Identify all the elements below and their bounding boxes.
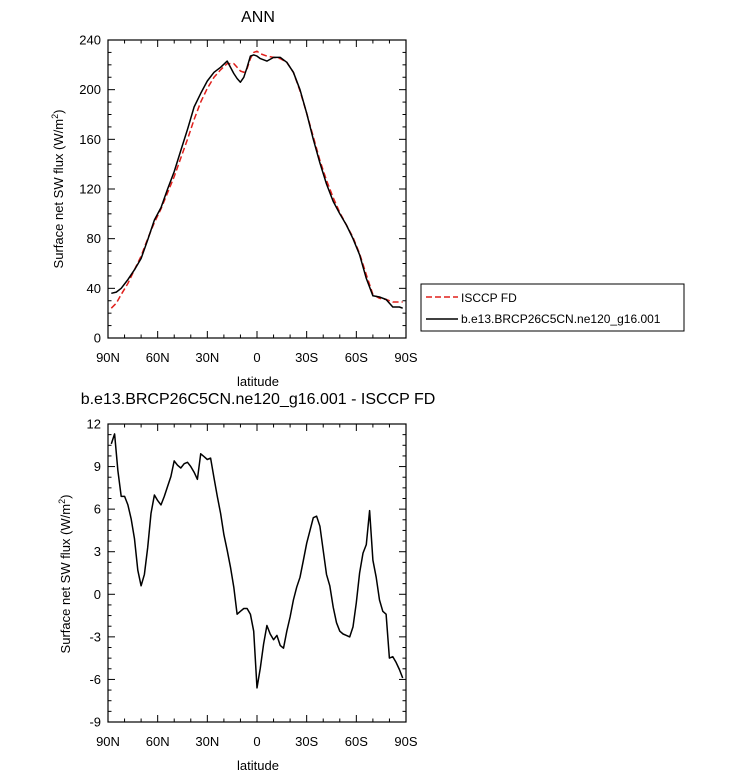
legend-label-model: b.e13.BRCP26C5CN.ne120_g16.001: [461, 312, 661, 326]
top-x-tick-label: 30S: [295, 350, 318, 365]
panel-bottom-chart: b.e13.BRCP26C5CN.ne120_g16.001 - ISCCP F…: [57, 391, 435, 773]
legend-box: [420, 283, 685, 332]
bottom-y-tick-label: 3: [94, 544, 101, 559]
top-y-tick-label: 200: [79, 82, 101, 97]
legend: ISCCP FD b.e13.BRCP26C5CN.ne120_g16.001: [420, 283, 685, 332]
bottom-y-tick-label: -9: [89, 715, 101, 730]
top-x-tick-label: 60N: [146, 350, 170, 365]
top-x-tick-label: 0: [253, 350, 260, 365]
bottom-y-tick-label: -3: [89, 629, 101, 644]
legend-label-isccp-fd: ISCCP FD: [461, 291, 517, 305]
top-series-line-1: [111, 54, 403, 309]
bottom-x-axis-label: latitude: [237, 758, 279, 773]
top-y-axis-label: Surface net SW flux (W/m2): [50, 110, 66, 269]
bottom-y-axis-label: Surface net SW flux (W/m2): [57, 495, 73, 654]
top-x-tick-label: 90S: [394, 350, 417, 365]
top-y-tick-label: 160: [79, 132, 101, 147]
bottom-x-tick-label: 30N: [195, 734, 219, 749]
top-x-tick-label: 60S: [345, 350, 368, 365]
bottom-x-ticks: 90N 60N 30N 0 30S 60S 90S: [96, 424, 418, 749]
bottom-x-tick-label: 60N: [146, 734, 170, 749]
bottom-x-tick-label: 90S: [394, 734, 417, 749]
bottom-x-tick-label: 30S: [295, 734, 318, 749]
bottom-x-tick-label: 90N: [96, 734, 120, 749]
top-y-tick-label: 80: [87, 231, 101, 246]
top-y-tick-label: 0: [94, 331, 101, 346]
bottom-y-tick-label: -6: [89, 672, 101, 687]
top-y-tick-label: 120: [79, 182, 101, 197]
top-chart-title: ANN: [241, 9, 275, 26]
top-plot-frame: [107, 39, 407, 339]
top-y-ticks: 0 40 80 120 160 200 240: [79, 33, 406, 346]
bottom-chart-title: b.e13.BRCP26C5CN.ne120_g16.001 - ISCCP F…: [81, 391, 436, 408]
bottom-x-tick-label: 60S: [345, 734, 368, 749]
bottom-y-tick-label: 0: [94, 587, 101, 602]
bottom-y-tick-label: 6: [94, 502, 101, 517]
top-y-tick-label: 240: [79, 33, 101, 48]
bottom-x-tick-label: 0: [253, 734, 260, 749]
top-x-tick-label: 30N: [195, 350, 219, 365]
top-series-lines: [110, 50, 403, 309]
bottom-series-lines: [110, 433, 404, 689]
top-x-tick-label: 90N: [96, 350, 120, 365]
top-x-axis-label: latitude: [237, 374, 279, 389]
bottom-y-tick-label: 12: [87, 417, 101, 432]
top-series-line-0: [110, 50, 403, 309]
bottom-y-tick-label: 9: [94, 459, 101, 474]
bottom-series-line-0: [110, 433, 404, 689]
bottom-y-ticks: -9 -6 -3 0 3 6 9 12: [87, 417, 406, 730]
top-y-tick-label: 40: [87, 281, 101, 296]
top-x-ticks: 90N 60N 30N 0 30S 60S 90S: [96, 40, 418, 365]
